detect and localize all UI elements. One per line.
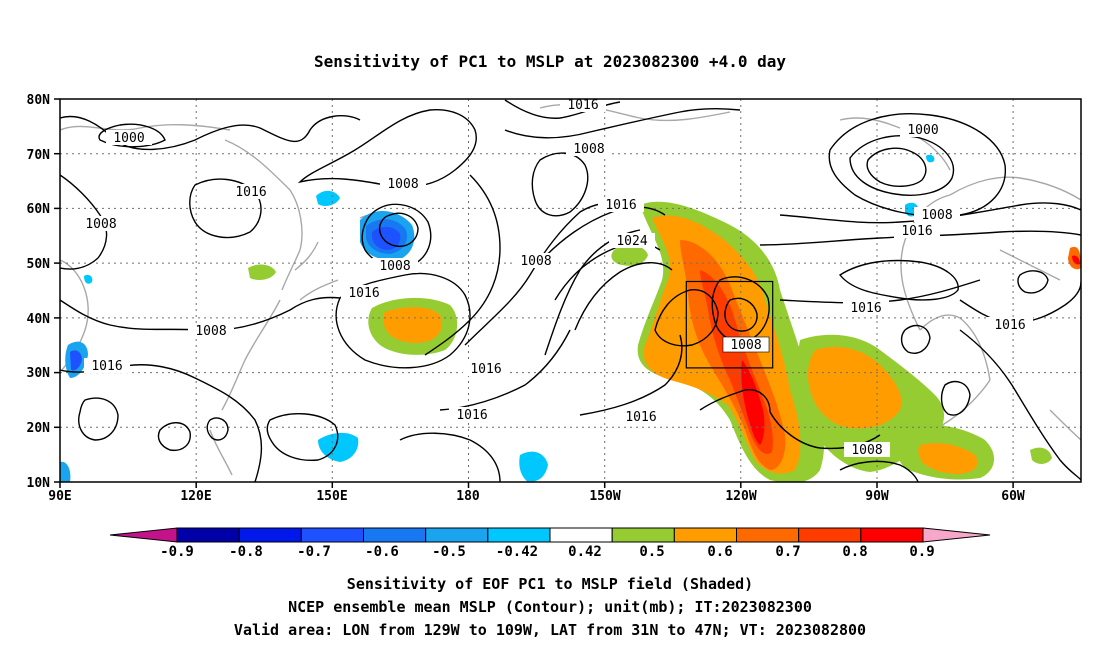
colorbar-segment [238, 527, 302, 543]
footer-line-1: Sensitivity of EOF PC1 to MSLP field (Sh… [347, 575, 753, 593]
valid-area-box [685, 280, 774, 369]
contour-label: 1008 [195, 324, 226, 339]
footer-line-2: NCEP ensemble mean MSLP (Contour); unit(… [288, 598, 812, 616]
lat-label: 80N [27, 93, 51, 108]
colorbar-tick-label: 0.8 [842, 544, 867, 560]
colorbar-tick-label: -0.6 [365, 544, 399, 560]
colorbar-ticks: -0.9 -0.8 -0.7 -0.6 -0.5 -0.42 0.42 0.5 … [160, 544, 935, 560]
colorbar-tick-label: -0.42 [496, 544, 538, 560]
contour-label: 1000 [907, 123, 938, 138]
colorbar-tick-label: -0.5 [432, 544, 466, 560]
contour-label: 1008 [730, 338, 761, 353]
contour-label: 1016 [901, 224, 932, 239]
contour-label: 1016 [456, 408, 487, 423]
colorbar-tick-label: 0.7 [775, 544, 800, 560]
colorbar [109, 527, 991, 543]
colorbar-segment [549, 527, 613, 543]
lon-label: 90E [48, 489, 71, 504]
colorbar-tick-label: -0.7 [297, 544, 331, 560]
colorbar-segment [300, 527, 365, 543]
colorbar-tick-label: -0.9 [160, 544, 194, 560]
contour-label: 1008 [921, 208, 952, 223]
lat-label: 40N [27, 312, 51, 327]
contour-label: 1008 [379, 259, 410, 274]
contour-label: 1016 [235, 185, 266, 200]
contour-label: 1016 [994, 318, 1025, 333]
lat-label: 50N [27, 257, 51, 272]
contour-label: 1008 [387, 177, 418, 192]
lon-label: 120W [725, 489, 756, 504]
lat-label: 30N [27, 366, 51, 381]
contour-label: 1016 [348, 286, 379, 301]
contour-label: 1016 [470, 362, 501, 377]
contour-label: 1008 [573, 142, 604, 157]
lon-label: 120E [180, 489, 211, 504]
contour-label: 1000 [113, 131, 144, 146]
colorbar-segment [611, 527, 675, 543]
lat-label: 60N [27, 202, 51, 217]
lon-label: 90W [865, 489, 889, 504]
colorbar-segment [860, 527, 924, 543]
lon-label: 60W [1001, 489, 1025, 504]
lon-label: 150W [589, 489, 620, 504]
colorbar-segment [176, 527, 240, 543]
colorbar-segment [363, 527, 427, 543]
lat-label: 20N [27, 421, 51, 436]
colorbar-segment [673, 527, 737, 543]
colorbar-segment [487, 527, 551, 543]
lat-label: 70N [27, 148, 51, 163]
negative-shading [60, 154, 935, 482]
contour-label: 1008 [520, 254, 551, 269]
colorbar-end-high [922, 527, 991, 543]
contour-label: 1016 [625, 410, 656, 425]
colorbar-segment [798, 527, 862, 543]
axis-ticks [54, 98, 1014, 488]
colorbar-tick-label: 0.5 [639, 544, 664, 560]
colorbar-tick-label: 0.9 [909, 544, 934, 560]
contour-label: 1024 [616, 234, 647, 249]
contour-label: 1008 [851, 443, 882, 458]
colorbar-segment [736, 527, 800, 543]
colorbar-tick-label: 0.42 [568, 544, 602, 560]
colorbar-segment [425, 527, 489, 543]
longitude-labels: 90E 120E 150E 180 150W 120W 90W 60W [48, 489, 1025, 504]
contour-label: 1016 [91, 359, 122, 374]
contour-label: 1016 [850, 301, 881, 316]
footer-line-3: Valid area: LON from 129W to 109W, LAT f… [234, 621, 866, 639]
colorbar-tick-label: -0.8 [229, 544, 263, 560]
map-frame [59, 98, 1082, 483]
contour-label: 1016 [567, 98, 598, 113]
latitude-labels: 80N 70N 60N 50N 40N 30N 20N 10N [27, 93, 51, 491]
contour-label: 1008 [85, 217, 116, 232]
figure-title: Sensitivity of PC1 to MSLP at 2023082300… [314, 52, 786, 71]
colorbar-tick-label: 0.6 [707, 544, 732, 560]
lon-label: 150E [316, 489, 347, 504]
contour-label: 1016 [605, 198, 636, 213]
lat-label: 10N [27, 476, 51, 491]
lon-label: 180 [456, 489, 480, 504]
contour-labels: 1016 1000 1008 1016 1008 1008 1008 1016 … [78, 98, 1033, 458]
colorbar-end-low [109, 527, 178, 543]
